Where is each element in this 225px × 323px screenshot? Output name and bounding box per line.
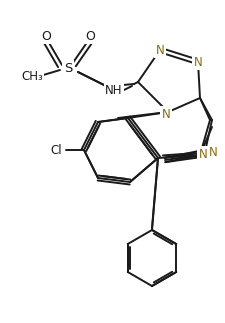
Text: N: N [198,148,207,161]
Text: O: O [85,29,94,43]
Text: N: N [161,108,170,120]
Text: CH₃: CH₃ [21,69,43,82]
Text: N: N [208,145,217,159]
Text: N: N [155,44,164,57]
Text: Cl: Cl [50,143,62,157]
Text: NH: NH [105,84,122,97]
Text: N: N [193,56,201,68]
Text: O: O [41,29,51,43]
Text: S: S [63,61,72,75]
